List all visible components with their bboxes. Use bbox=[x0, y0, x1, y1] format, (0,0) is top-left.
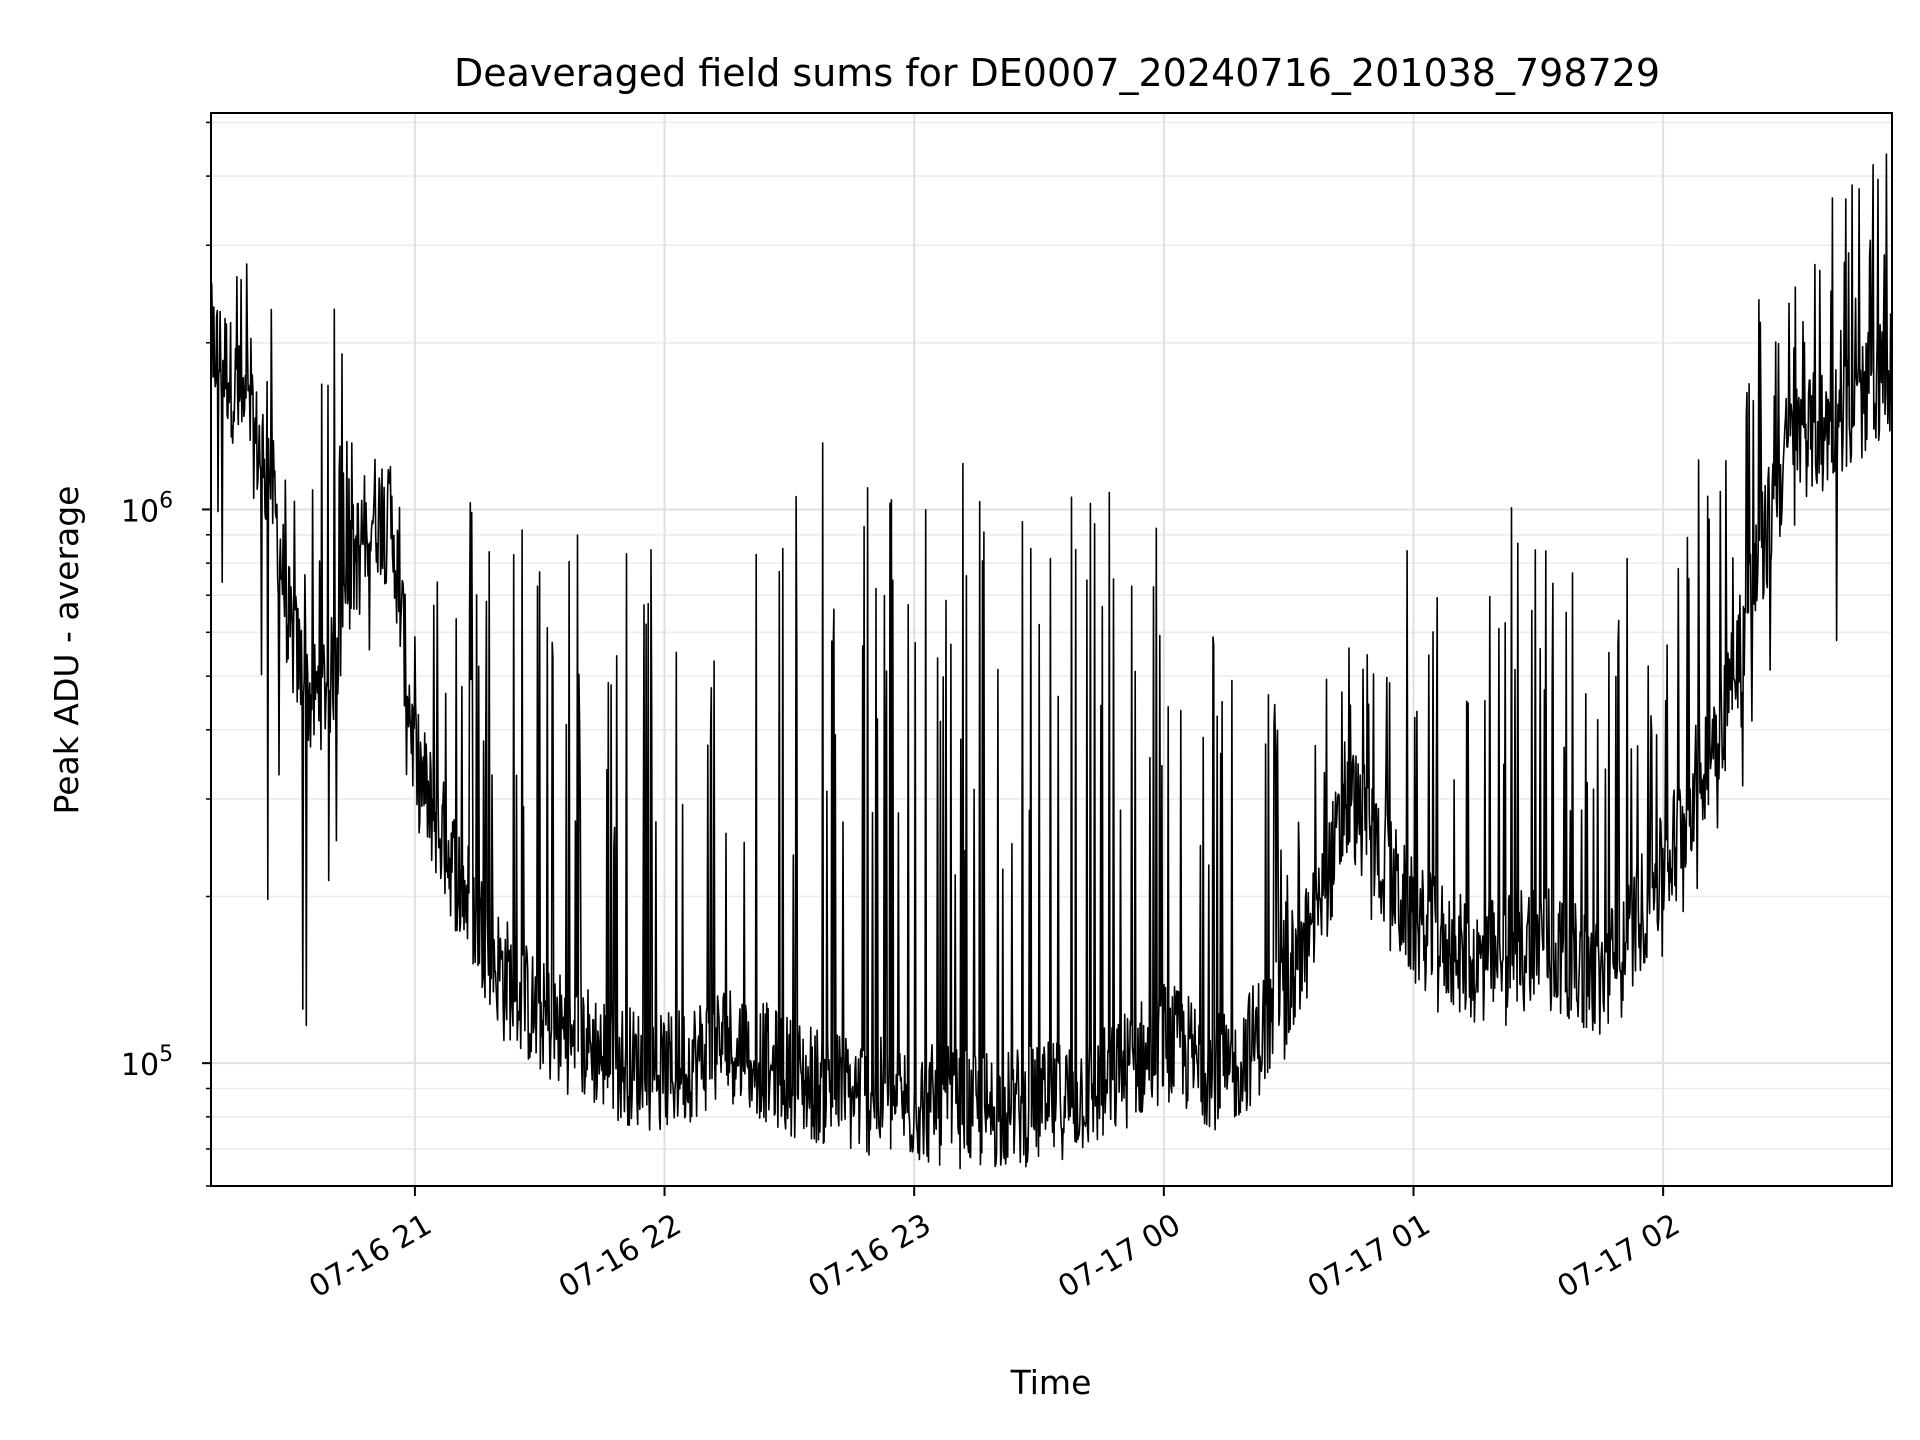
x-tick-label: 07-16 22 bbox=[553, 1207, 687, 1305]
y-axis: 105 106 bbox=[121, 121, 211, 1187]
series-line bbox=[210, 153, 1893, 1170]
x-axis: 07-16 21 07-16 22 07-16 23 07-17 00 07-17 01… bbox=[303, 1186, 1686, 1305]
x-tick-label: 07-17 01 bbox=[1302, 1207, 1436, 1305]
y-tick-label: 105 bbox=[121, 1042, 173, 1083]
x-axis-label: Time bbox=[1010, 1363, 1092, 1402]
x-tick-label: 07-16 21 bbox=[303, 1207, 437, 1305]
plot-area-frame bbox=[210, 112, 1893, 1187]
x-tick-label: 07-17 00 bbox=[1052, 1207, 1186, 1305]
y-axis-label: Peak ADU - average bbox=[47, 486, 86, 815]
chart-title: Deaveraged field sums for DE0007_2024071… bbox=[454, 51, 1660, 95]
x-tick-label: 07-16 23 bbox=[803, 1207, 937, 1305]
y-tick-label: 106 bbox=[121, 488, 173, 529]
x-tick-label: 07-17 02 bbox=[1552, 1207, 1686, 1305]
